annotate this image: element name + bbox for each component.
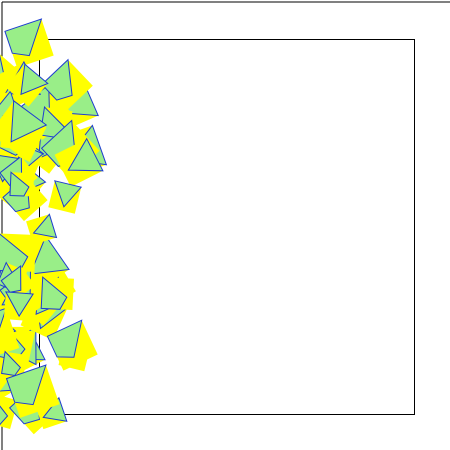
mosaic-tile xyxy=(48,180,83,214)
mosaic-tile-facet xyxy=(4,18,43,57)
mosaic-tile-facet xyxy=(9,171,30,197)
mosaic-tile-facet xyxy=(20,63,49,96)
mosaic-tile xyxy=(4,18,54,68)
mosaic-tile xyxy=(5,63,49,107)
polygon-mosaic xyxy=(0,18,108,435)
mosaic-tile-facet xyxy=(1,350,22,377)
mosaic-tile-square xyxy=(0,308,20,355)
mosaic-tile xyxy=(46,319,98,371)
mosaic-tile xyxy=(1,350,27,377)
mosaic-tile xyxy=(0,99,48,158)
mosaic-tile-facet xyxy=(46,319,83,358)
mosaic-tile xyxy=(5,364,60,418)
mosaic-tile-facet xyxy=(0,265,22,293)
mosaic-tile-facet xyxy=(29,235,70,275)
mosaic-tile xyxy=(0,233,36,272)
mosaic-tile xyxy=(41,58,93,111)
mosaic-tile xyxy=(0,265,36,301)
mosaic-tile-facet xyxy=(67,137,104,172)
mosaic-tile-facet xyxy=(41,58,73,101)
mosaic-tile-facet xyxy=(54,180,83,208)
mosaic-tile xyxy=(3,291,34,322)
mosaic-tile xyxy=(9,171,35,197)
mosaic-tile-facet xyxy=(5,291,34,318)
mosaic-tile xyxy=(54,137,104,187)
mosaic-tile xyxy=(26,213,58,245)
mosaic-tile-facet xyxy=(0,405,9,426)
mosaic-tile-facet xyxy=(32,213,58,239)
mosaic-tile-facet xyxy=(5,364,47,406)
mosaic-tile-facet xyxy=(42,396,68,422)
mosaic-tile-facet xyxy=(40,276,68,310)
mosaic-tile-facet xyxy=(10,99,48,143)
mosaic-tile xyxy=(40,276,74,310)
inner-frame xyxy=(39,39,415,415)
